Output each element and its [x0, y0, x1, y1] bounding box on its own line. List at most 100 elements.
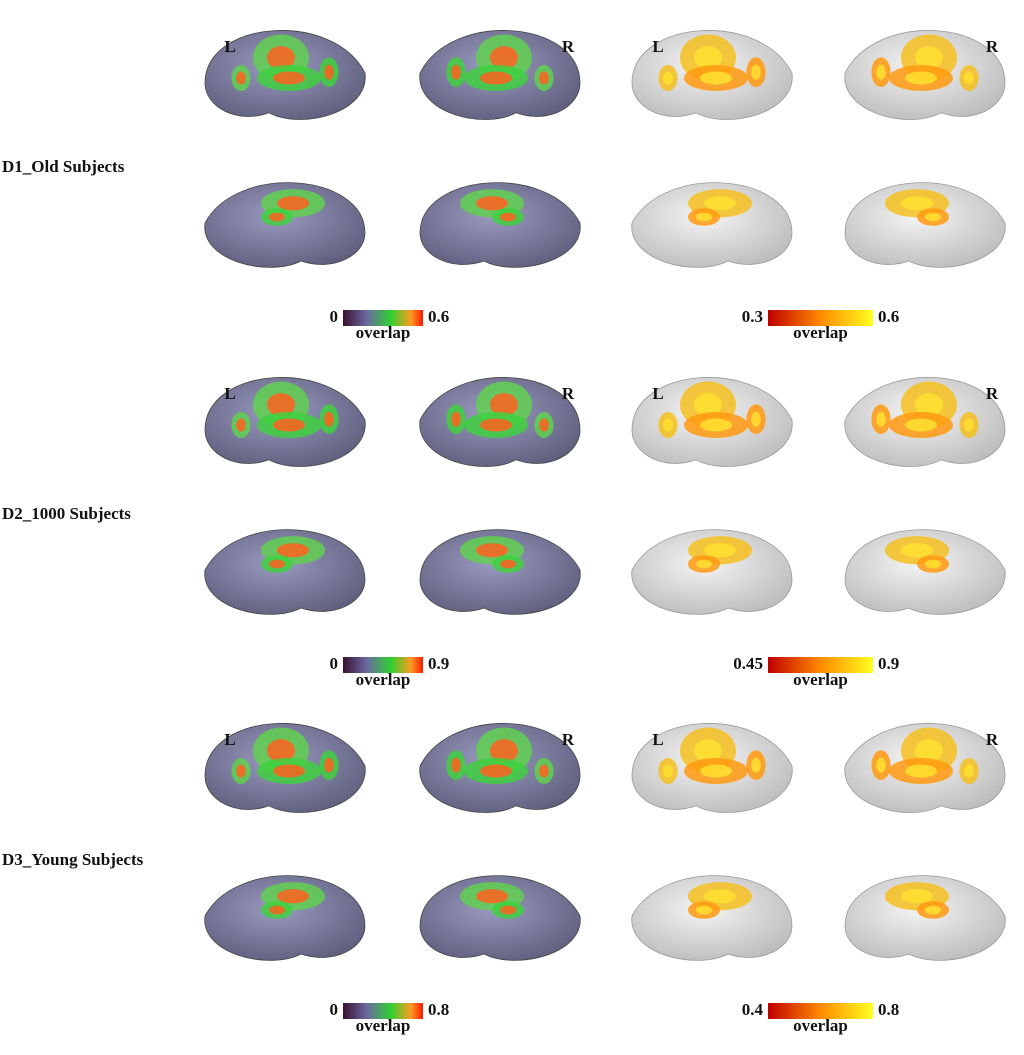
colorbar-label: overlap [793, 670, 848, 689]
activation-core [451, 757, 461, 773]
activation-core [267, 739, 295, 763]
row-label: D2_1000 Subjects [2, 504, 131, 523]
activation-core [751, 411, 761, 427]
activation-core [269, 212, 285, 222]
colorbar [768, 1003, 873, 1019]
colorbar [768, 310, 873, 326]
brain-surface [204, 529, 366, 615]
activation-core [964, 764, 974, 778]
activation-core [704, 196, 736, 211]
brain-surface [844, 529, 1006, 615]
colorbar [343, 657, 423, 673]
colorbar-min: 0 [330, 1000, 339, 1019]
activation-core [324, 757, 334, 773]
brain-surface [631, 182, 793, 268]
activation-core [539, 418, 549, 432]
activation-core [663, 71, 673, 85]
colorbar-min: 0.4 [742, 1000, 764, 1019]
activation-core [273, 71, 305, 85]
activation-core [915, 739, 943, 763]
brain-surface [631, 529, 793, 615]
hemisphere-label: L [224, 384, 235, 403]
colorbar-max: 0.6 [878, 307, 899, 326]
hemisphere-label: L [224, 730, 235, 749]
activation-core [500, 905, 516, 915]
activation-core [539, 764, 549, 778]
activation-core [539, 71, 549, 85]
activation-core [500, 559, 516, 569]
brain-surface [204, 182, 366, 268]
hemisphere-label: R [986, 730, 999, 749]
activation-core [236, 418, 246, 432]
activation-core [480, 71, 512, 85]
hemisphere-label: L [652, 384, 663, 403]
activation-core [751, 757, 761, 773]
colorbar-max: 0.9 [878, 654, 899, 673]
activation-core [694, 393, 722, 417]
colorbar-max: 0.9 [428, 654, 449, 673]
activation-core [324, 411, 334, 427]
activation-core [476, 543, 508, 558]
colorbar-max: 0.8 [878, 1000, 899, 1019]
activation-core [696, 559, 712, 569]
activation-core [876, 411, 886, 427]
activation-core [269, 559, 285, 569]
activation-core [490, 46, 518, 70]
activation-core [236, 764, 246, 778]
activation-core [696, 905, 712, 915]
activation-core [324, 64, 334, 80]
activation-core [696, 212, 712, 222]
row-label: D3_Young Subjects [2, 850, 144, 869]
activation-core [925, 905, 941, 915]
activation-core [451, 411, 461, 427]
colorbar [343, 310, 423, 326]
activation-core [704, 889, 736, 904]
activation-core [267, 393, 295, 417]
hemisphere-label: R [562, 730, 575, 749]
brain-surface [631, 875, 793, 961]
hemisphere-label: L [652, 37, 663, 56]
activation-core [476, 889, 508, 904]
activation-core [704, 543, 736, 558]
activation-core [490, 393, 518, 417]
activation-core [277, 543, 309, 558]
activation-core [480, 764, 512, 778]
colorbar-min: 0 [330, 654, 339, 673]
activation-core [876, 757, 886, 773]
hemisphere-label: R [562, 384, 575, 403]
activation-core [751, 64, 761, 80]
activation-core [663, 764, 673, 778]
hemisphere-label: L [224, 37, 235, 56]
activation-core [490, 739, 518, 763]
activation-core [267, 46, 295, 70]
activation-core [500, 212, 516, 222]
activation-core [925, 212, 941, 222]
colorbar-label: overlap [356, 670, 411, 689]
colorbar [768, 657, 873, 673]
activation-core [236, 71, 246, 85]
brain-surface [204, 875, 366, 961]
colorbar-max: 0.8 [428, 1000, 449, 1019]
activation-core [480, 418, 512, 432]
hemisphere-label: L [652, 730, 663, 749]
activation-core [269, 905, 285, 915]
activation-core [915, 46, 943, 70]
activation-core [700, 418, 732, 432]
colorbar-min: 0 [330, 307, 339, 326]
colorbar-label: overlap [793, 1016, 848, 1035]
activation-core [876, 64, 886, 80]
row-label: D1_Old Subjects [2, 157, 125, 176]
activation-core [901, 889, 933, 904]
activation-core [925, 559, 941, 569]
colorbar-label: overlap [793, 323, 848, 342]
activation-core [273, 764, 305, 778]
hemisphere-label: R [986, 37, 999, 56]
activation-core [663, 418, 673, 432]
activation-core [901, 543, 933, 558]
activation-core [700, 71, 732, 85]
activation-core [476, 196, 508, 211]
colorbar [343, 1003, 423, 1019]
activation-core [700, 764, 732, 778]
hemisphere-label: R [986, 384, 999, 403]
